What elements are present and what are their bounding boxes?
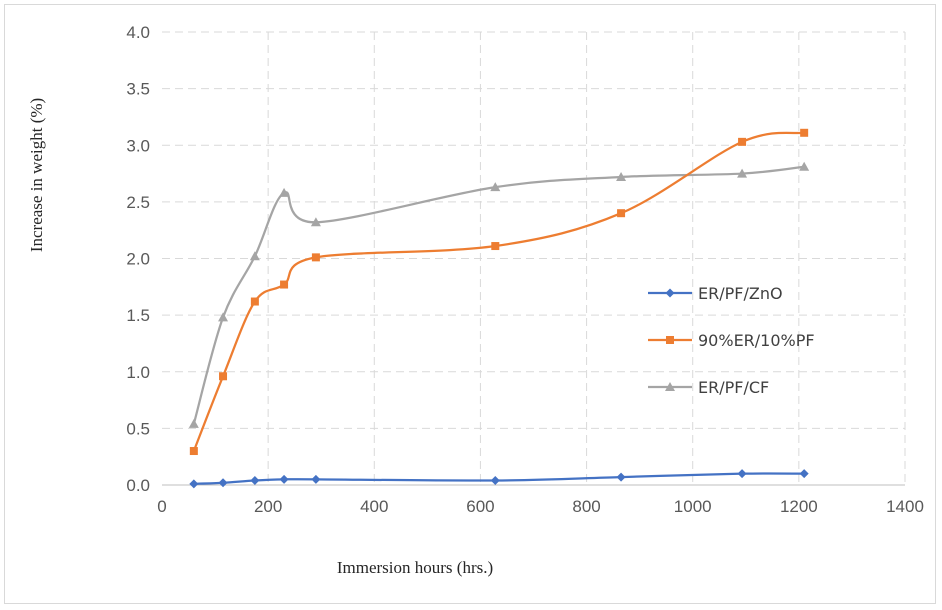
data-point (189, 447, 198, 456)
series-er-pf-zno (189, 469, 809, 489)
gridlines (162, 31, 906, 485)
legend-marker (665, 288, 675, 298)
data-point (737, 469, 747, 479)
series-line (193, 472, 805, 485)
y-tick-label: 2.0 (126, 250, 150, 269)
legend-item: ER/PF/ZnO (648, 284, 783, 303)
y-tick-label: 3.5 (126, 80, 150, 99)
legend-label: ER/PF/ZnO (698, 284, 783, 303)
legend-marker (666, 336, 674, 344)
y-tick-label: 1.0 (126, 363, 150, 382)
data-point (490, 475, 500, 485)
data-point (189, 479, 199, 489)
chart-frame (4, 4, 936, 604)
data-point (250, 297, 259, 306)
data-point (738, 137, 747, 146)
data-point (799, 469, 809, 479)
axes: 0.0 0.5 1.0 1.5 2.0 2.5 3.0 3.5 4.0 0 200 400 600 800… (126, 23, 924, 516)
x-tick-label: 600 (466, 497, 494, 516)
data-point (219, 372, 228, 381)
data-point (799, 161, 810, 171)
y-tick-label: 2.5 (126, 193, 150, 212)
data-point (279, 187, 290, 197)
data-point (311, 474, 321, 484)
data-point (188, 418, 199, 428)
data-point (250, 475, 260, 485)
data-point (310, 217, 321, 227)
x-tick-label: 200 (254, 497, 282, 516)
y-tick-label: 0.0 (126, 476, 150, 495)
data-point (800, 128, 809, 137)
data-point (617, 209, 626, 218)
x-axis-title: Immersion hours (hrs.) (337, 558, 493, 577)
legend-marker (665, 382, 675, 391)
data-point (279, 474, 289, 484)
legend-label: 90%ER/10%PF (698, 331, 815, 350)
y-tick-label: 3.0 (126, 136, 150, 155)
series-line (192, 131, 805, 452)
legend-item: ER/PF/CF (648, 378, 769, 397)
data-point (737, 168, 748, 178)
legend-item: 90%ER/10%PF (648, 331, 815, 350)
data-point (249, 251, 260, 261)
legend-label: ER/PF/CF (698, 378, 769, 397)
data-point (218, 478, 228, 488)
data-point (616, 171, 627, 181)
y-tick-label: 0.5 (126, 419, 150, 438)
y-tick-label: 4.0 (126, 23, 150, 42)
x-tick-label: 0 (157, 497, 166, 516)
x-tick-label: 1200 (780, 497, 818, 516)
x-tick-label: 400 (360, 497, 388, 516)
data-point (616, 472, 626, 482)
data-point (490, 182, 501, 192)
series-lines (188, 128, 810, 489)
data-point (218, 312, 229, 322)
data-point (280, 280, 289, 289)
y-axis-title: Increase in weight (%) (27, 98, 46, 252)
series-90-er-10-pf (189, 128, 809, 456)
legend: ER/PF/ZnO 90%ER/10%PF ER/PF/CF (648, 284, 815, 397)
y-tick-label: 1.5 (126, 306, 150, 325)
x-tick-label: 800 (572, 497, 600, 516)
data-point (491, 242, 500, 251)
x-tick-label: 1000 (674, 497, 712, 516)
x-tick-label: 1400 (886, 497, 924, 516)
data-point (311, 253, 320, 262)
